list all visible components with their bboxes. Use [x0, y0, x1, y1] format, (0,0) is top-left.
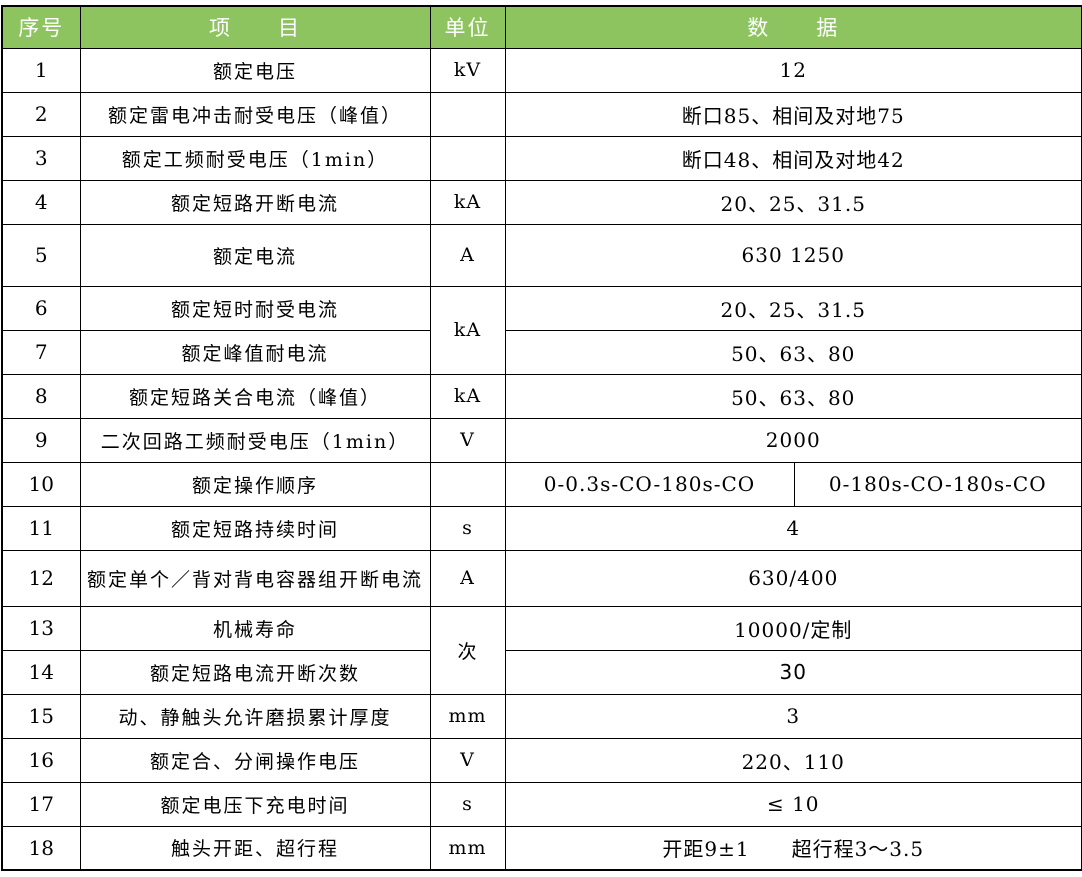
cell-data-left: 0-0.3s-CO-180s-CO [504, 461, 795, 507]
col-header-no: 序号 [1, 5, 81, 49]
cell-data: 10000/定制 [504, 605, 1082, 651]
cell-data: 30 [504, 649, 1082, 695]
cell-data: 220、110 [504, 737, 1082, 783]
cell-unit: V [429, 737, 506, 783]
cell-no: 16 [1, 737, 81, 783]
cell-data: 630/400 [504, 549, 1082, 607]
table-row: 6 额定短时耐受电流 kA 20、25、31.5 [1, 285, 1082, 375]
cell-data: 2000 [504, 417, 1082, 463]
cell-data: 4 [504, 505, 1082, 551]
table-row: 15 动、静触头允许磨损累计厚度 mm 3 [1, 693, 1082, 739]
cell-unit-merged: 次 [429, 605, 506, 695]
cell-unit [429, 461, 506, 507]
cell-unit: kA [429, 373, 506, 419]
cell-unit [429, 135, 506, 181]
table-row: 5 额定电流 A 630 1250 [1, 223, 1082, 287]
cell-no: 2 [1, 91, 81, 137]
cell-item: 额定短路持续时间 [79, 505, 431, 551]
table-row: 18 触头开距、超行程 mm 开距9±1 超行程3～3.5 [1, 825, 1082, 871]
table-row: 11 额定短路持续时间 s 4 [1, 505, 1082, 551]
cell-no: 18 [1, 825, 81, 871]
cell-unit: V [429, 417, 506, 463]
cell-unit: A [429, 223, 506, 287]
cell-no: 7 [1, 329, 81, 375]
table-row: 8 额定短路关合电流（峰值） kA 50、63、80 [1, 373, 1082, 419]
table-row: 14 额定短路电流开断次数 30 [1, 649, 1082, 695]
cell-item: 额定电压下充电时间 [79, 781, 431, 827]
cell-no: 6 [1, 285, 81, 331]
header-row: 序号 项 目 单位 数 据 [1, 5, 1082, 49]
cell-no: 10 [1, 461, 81, 507]
cell-item: 二次回路工频耐受电压（1min） [79, 417, 431, 463]
cell-item: 额定单个／背对背电容器组开断电流 [79, 549, 431, 607]
cell-unit-merged: kA [429, 285, 506, 375]
cell-unit: mm [429, 825, 506, 871]
cell-item: 额定短路开断电流 [79, 179, 431, 225]
table-row: 2 额定雷电冲击耐受电压（峰值） 断口85、相间及对地75 [1, 91, 1082, 137]
table-row: 9 二次回路工频耐受电压（1min） V 2000 [1, 417, 1082, 463]
cell-data: 断口85、相间及对地75 [504, 91, 1082, 137]
cell-item: 额定电流 [79, 223, 431, 287]
cell-data: 20、25、31.5 [504, 179, 1082, 225]
cell-data: 12 [504, 47, 1082, 93]
cell-no: 17 [1, 781, 81, 827]
table-row: 3 额定工频耐受电压（1min） 断口48、相间及对地42 [1, 135, 1082, 181]
table-row: 13 机械寿命 次 10000/定制 [1, 605, 1082, 695]
table-row: 17 额定电压下充电时间 s ≤ 10 [1, 781, 1082, 827]
cell-no: 12 [1, 549, 81, 607]
cell-data: 3 [504, 693, 1082, 739]
table-row: 12 额定单个／背对背电容器组开断电流 A 630/400 [1, 549, 1082, 607]
cell-item: 额定短路电流开断次数 [79, 649, 431, 695]
table-row: 16 额定合、分闸操作电压 V 220、110 [1, 737, 1082, 783]
col-header-unit: 单位 [429, 5, 506, 49]
cell-item: 触头开距、超行程 [79, 825, 431, 871]
col-header-data: 数 据 [504, 5, 1082, 49]
cell-no: 1 [1, 47, 81, 93]
cell-item: 额定操作顺序 [79, 461, 431, 507]
cell-no: 13 [1, 605, 81, 651]
cell-data: ≤ 10 [504, 781, 1082, 827]
cell-item: 额定电压 [79, 47, 431, 93]
cell-no: 11 [1, 505, 81, 551]
cell-item: 额定短路关合电流（峰值） [79, 373, 431, 419]
cell-unit: s [429, 505, 506, 551]
cell-item: 额定短时耐受电流 [79, 285, 431, 331]
spec-table: 序号 项 目 单位 数 据 1 额定电压 kV 12 2 额定雷电冲击耐受电压（… [1, 5, 1082, 871]
cell-item: 额定雷电冲击耐受电压（峰值） [79, 91, 431, 137]
cell-item: 动、静触头允许磨损累计厚度 [79, 693, 431, 739]
cell-no: 3 [1, 135, 81, 181]
col-header-item: 项 目 [79, 5, 431, 49]
table-row: 7 额定峰值耐电流 50、63、80 [1, 329, 1082, 375]
table-row: 4 额定短路开断电流 kA 20、25、31.5 [1, 179, 1082, 225]
cell-item: 额定合、分闸操作电压 [79, 737, 431, 783]
cell-unit: kA [429, 179, 506, 225]
cell-data: 50、63、80 [504, 329, 1082, 375]
cell-no: 5 [1, 223, 81, 287]
cell-no: 9 [1, 417, 81, 463]
cell-item: 额定峰值耐电流 [79, 329, 431, 375]
cell-unit: A [429, 549, 506, 607]
cell-data: 开距9±1 超行程3～3.5 [504, 825, 1082, 871]
cell-data: 630 1250 [504, 223, 1082, 287]
cell-unit: mm [429, 693, 506, 739]
cell-data: 断口48、相间及对地42 [504, 135, 1082, 181]
table-row: 1 额定电压 kV 12 [1, 47, 1082, 93]
cell-data-right: 0-180s-CO-180s-CO [793, 461, 1082, 507]
cell-data: 50、63、80 [504, 373, 1082, 419]
cell-no: 14 [1, 649, 81, 695]
cell-data: 20、25、31.5 [504, 285, 1082, 331]
cell-no: 4 [1, 179, 81, 225]
table-row: 10 额定操作顺序 0-0.3s-CO-180s-CO 0-180s-CO-18… [1, 461, 1082, 507]
cell-unit: kV [429, 47, 506, 93]
cell-no: 8 [1, 373, 81, 419]
cell-item: 额定工频耐受电压（1min） [79, 135, 431, 181]
cell-no: 15 [1, 693, 81, 739]
cell-item: 机械寿命 [79, 605, 431, 651]
cell-unit: s [429, 781, 506, 827]
cell-unit [429, 91, 506, 137]
